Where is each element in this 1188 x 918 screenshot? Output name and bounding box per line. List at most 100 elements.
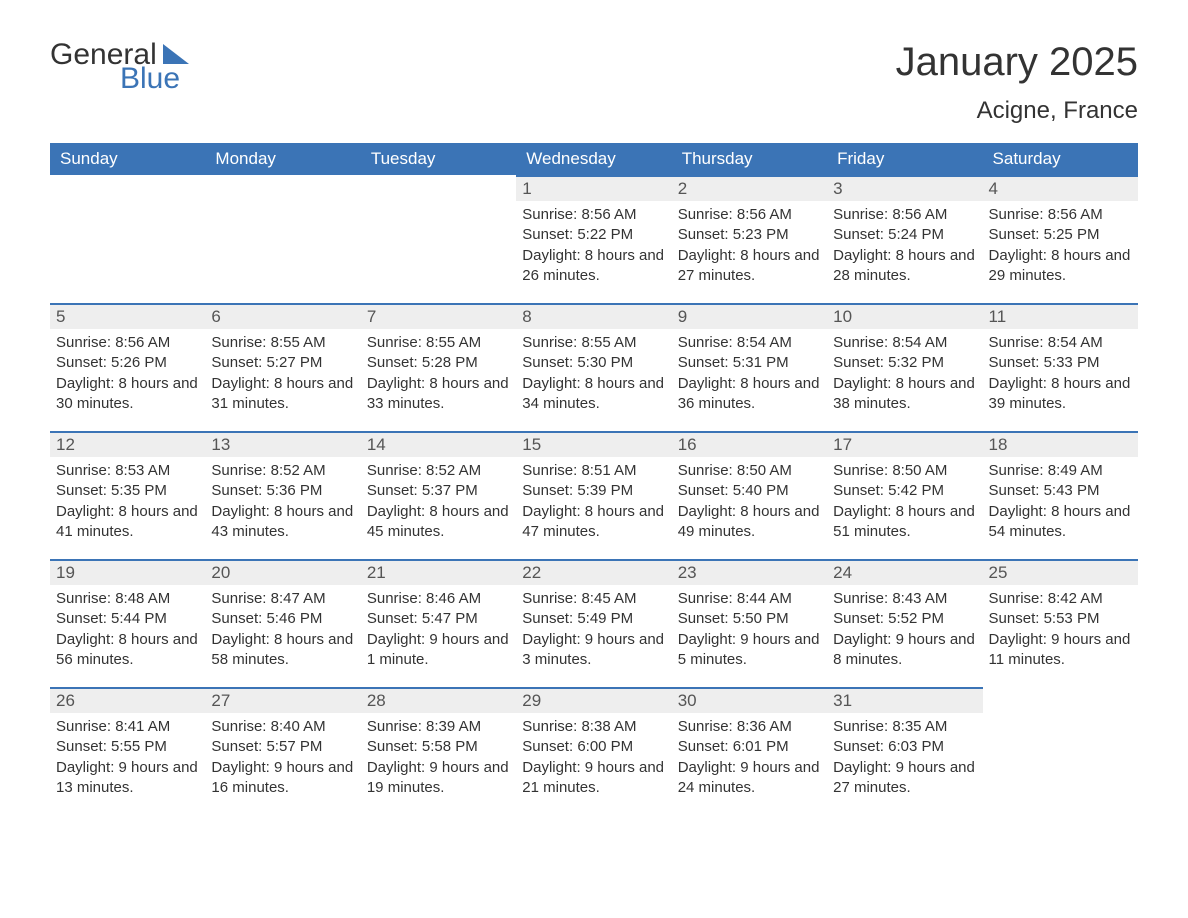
day-header: Wednesday	[516, 143, 671, 175]
daylight-label: Daylight:	[211, 631, 274, 648]
sunrise-line: Sunrise: 8:50 AM	[833, 461, 976, 481]
day-body: Sunrise: 8:39 AMSunset: 5:58 PMDaylight:…	[361, 713, 516, 808]
sunset-label: Sunset:	[367, 482, 422, 499]
calendar-cell: .	[983, 687, 1138, 815]
calendar-cell: 10Sunrise: 8:54 AMSunset: 5:32 PMDayligh…	[827, 303, 982, 431]
daylight-line: Daylight: 8 hours and 49 minutes.	[678, 502, 821, 543]
sunset-value: 5:39 PM	[577, 482, 633, 499]
sunrise-value: 8:54 AM	[1048, 334, 1103, 351]
sunset-label: Sunset:	[833, 738, 888, 755]
calendar-cell: 14Sunrise: 8:52 AMSunset: 5:37 PMDayligh…	[361, 431, 516, 559]
sunset-line: Sunset: 5:47 PM	[367, 609, 510, 629]
sunrise-line: Sunrise: 8:55 AM	[522, 333, 665, 353]
calendar-cell: 24Sunrise: 8:43 AMSunset: 5:52 PMDayligh…	[827, 559, 982, 687]
sunset-line: Sunset: 5:39 PM	[522, 481, 665, 501]
sunrise-line: Sunrise: 8:52 AM	[211, 461, 354, 481]
day-number: 15	[516, 433, 671, 457]
daylight-line: Daylight: 8 hours and 58 minutes.	[211, 630, 354, 671]
daylight-line: Daylight: 8 hours and 34 minutes.	[522, 374, 665, 415]
day-number: 21	[361, 561, 516, 585]
daylight-line: Daylight: 9 hours and 1 minute.	[367, 630, 510, 671]
day-body: Sunrise: 8:56 AMSunset: 5:22 PMDaylight:…	[516, 201, 671, 296]
day-body: Sunrise: 8:51 AMSunset: 5:39 PMDaylight:…	[516, 457, 671, 552]
sunset-value: 5:22 PM	[577, 226, 633, 243]
sunset-label: Sunset:	[833, 482, 888, 499]
sunset-line: Sunset: 5:37 PM	[367, 481, 510, 501]
day-header: Monday	[205, 143, 360, 175]
sunrise-value: 8:42 AM	[1048, 590, 1103, 607]
calendar-cell: .	[205, 175, 360, 303]
sunset-label: Sunset:	[56, 354, 111, 371]
day-number: 8	[516, 305, 671, 329]
daylight-line: Daylight: 9 hours and 5 minutes.	[678, 630, 821, 671]
sunrise-value: 8:55 AM	[426, 334, 481, 351]
sunset-line: Sunset: 5:24 PM	[833, 225, 976, 245]
daylight-line: Daylight: 8 hours and 54 minutes.	[989, 502, 1132, 543]
day-number: 23	[672, 561, 827, 585]
sunrise-value: 8:45 AM	[581, 590, 636, 607]
sunset-label: Sunset:	[522, 482, 577, 499]
sunrise-line: Sunrise: 8:54 AM	[833, 333, 976, 353]
sunrise-line: Sunrise: 8:36 AM	[678, 717, 821, 737]
sunrise-value: 8:39 AM	[426, 718, 481, 735]
day-body: Sunrise: 8:47 AMSunset: 5:46 PMDaylight:…	[205, 585, 360, 680]
sunrise-line: Sunrise: 8:45 AM	[522, 589, 665, 609]
sunset-label: Sunset:	[522, 354, 577, 371]
daylight-line: Daylight: 8 hours and 36 minutes.	[678, 374, 821, 415]
calendar-week-row: 12Sunrise: 8:53 AMSunset: 5:35 PMDayligh…	[50, 431, 1138, 559]
daylight-line: Daylight: 8 hours and 43 minutes.	[211, 502, 354, 543]
daylight-label: Daylight:	[367, 375, 430, 392]
sunset-line: Sunset: 5:26 PM	[56, 353, 199, 373]
daylight-label: Daylight:	[522, 375, 585, 392]
day-body: Sunrise: 8:48 AMSunset: 5:44 PMDaylight:…	[50, 585, 205, 680]
sunrise-label: Sunrise:	[211, 334, 270, 351]
sunset-value: 6:01 PM	[733, 738, 789, 755]
calendar-cell: 19Sunrise: 8:48 AMSunset: 5:44 PMDayligh…	[50, 559, 205, 687]
sunset-value: 5:44 PM	[111, 610, 167, 627]
daylight-label: Daylight:	[678, 503, 741, 520]
sunset-line: Sunset: 5:28 PM	[367, 353, 510, 373]
sunset-label: Sunset:	[211, 738, 266, 755]
daylight-line: Daylight: 8 hours and 28 minutes.	[833, 246, 976, 287]
sunset-label: Sunset:	[367, 354, 422, 371]
day-body: Sunrise: 8:36 AMSunset: 6:01 PMDaylight:…	[672, 713, 827, 808]
day-number: 28	[361, 689, 516, 713]
sunrise-line: Sunrise: 8:55 AM	[211, 333, 354, 353]
day-body: Sunrise: 8:55 AMSunset: 5:27 PMDaylight:…	[205, 329, 360, 424]
sunrise-label: Sunrise:	[833, 462, 892, 479]
sunrise-label: Sunrise:	[211, 718, 270, 735]
sunrise-value: 8:50 AM	[892, 462, 947, 479]
sunset-label: Sunset:	[989, 354, 1044, 371]
day-body: Sunrise: 8:45 AMSunset: 5:49 PMDaylight:…	[516, 585, 671, 680]
sunrise-label: Sunrise:	[833, 334, 892, 351]
sunset-value: 5:33 PM	[1044, 354, 1100, 371]
sunrise-value: 8:48 AM	[115, 590, 170, 607]
sunset-value: 5:31 PM	[733, 354, 789, 371]
day-header: Thursday	[672, 143, 827, 175]
sunrise-label: Sunrise:	[678, 462, 737, 479]
sunrise-line: Sunrise: 8:42 AM	[989, 589, 1132, 609]
daylight-line: Daylight: 9 hours and 19 minutes.	[367, 758, 510, 799]
daylight-label: Daylight:	[211, 759, 274, 776]
sunrise-line: Sunrise: 8:56 AM	[56, 333, 199, 353]
calendar-cell: .	[50, 175, 205, 303]
daylight-label: Daylight:	[522, 503, 585, 520]
sunset-line: Sunset: 5:40 PM	[678, 481, 821, 501]
sunset-label: Sunset:	[989, 226, 1044, 243]
daylight-label: Daylight:	[211, 375, 274, 392]
sunset-line: Sunset: 5:43 PM	[989, 481, 1132, 501]
day-header: Sunday	[50, 143, 205, 175]
sunrise-value: 8:56 AM	[737, 206, 792, 223]
sunset-line: Sunset: 5:49 PM	[522, 609, 665, 629]
sunset-label: Sunset:	[833, 354, 888, 371]
day-body: Sunrise: 8:50 AMSunset: 5:40 PMDaylight:…	[672, 457, 827, 552]
sunrise-label: Sunrise:	[989, 462, 1048, 479]
daylight-label: Daylight:	[522, 247, 585, 264]
sunrise-line: Sunrise: 8:56 AM	[989, 205, 1132, 225]
sunrise-label: Sunrise:	[833, 718, 892, 735]
sunset-line: Sunset: 5:32 PM	[833, 353, 976, 373]
sunrise-value: 8:38 AM	[581, 718, 636, 735]
sunset-line: Sunset: 5:23 PM	[678, 225, 821, 245]
sunrise-line: Sunrise: 8:48 AM	[56, 589, 199, 609]
day-body: Sunrise: 8:40 AMSunset: 5:57 PMDaylight:…	[205, 713, 360, 808]
